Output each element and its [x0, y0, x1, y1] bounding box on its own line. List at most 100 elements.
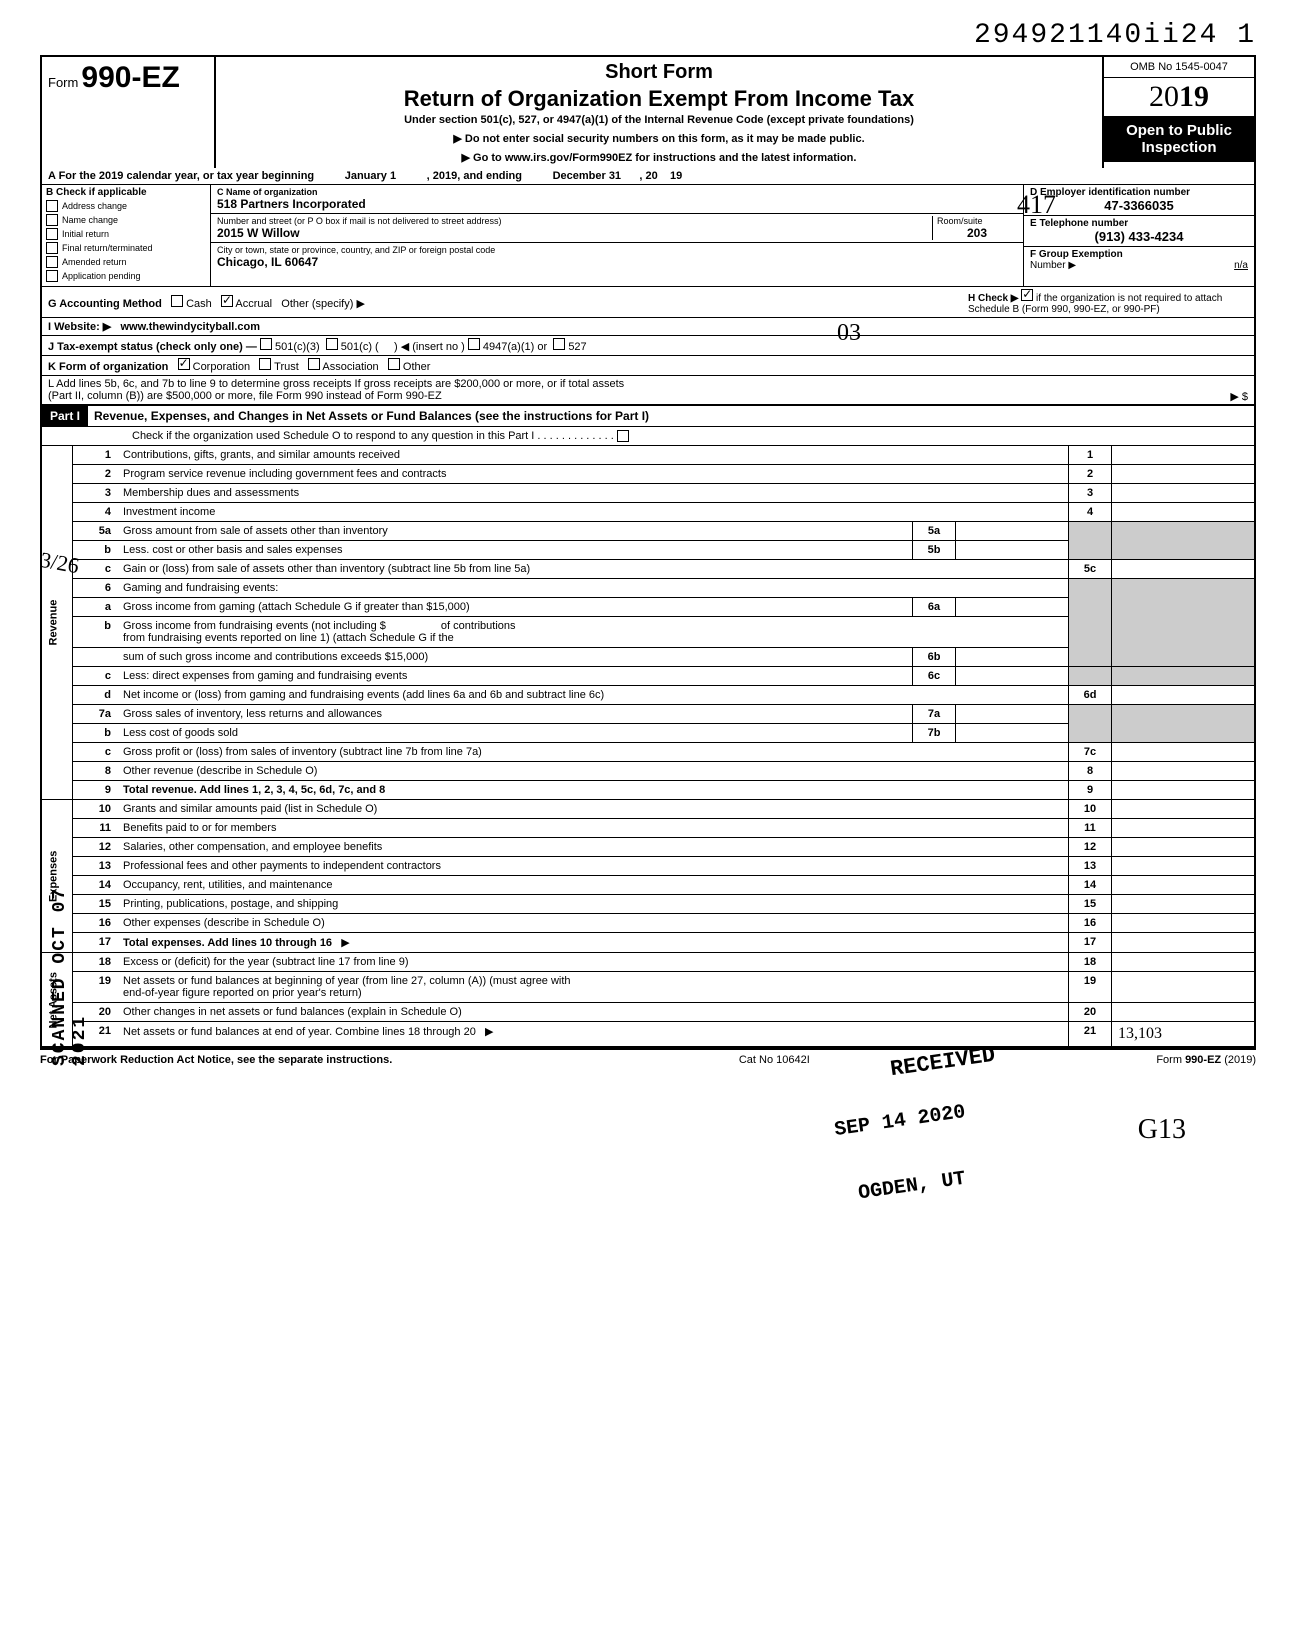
box-v-8[interactable] — [1112, 762, 1256, 781]
b-header: B Check if applicable — [46, 187, 206, 198]
box-n-14: 14 — [1069, 876, 1112, 895]
cb-corp[interactable] — [178, 358, 190, 370]
desc-6a: Gross income from gaming (attach Schedul… — [123, 601, 470, 613]
cb-pending[interactable] — [46, 270, 58, 282]
box-v-20[interactable] — [1112, 1003, 1256, 1022]
line-a-yy: 19 — [670, 170, 682, 182]
box-v-1[interactable] — [1112, 446, 1256, 465]
j-501c: 501(c) ( — [341, 341, 379, 353]
k-label: K Form of organization — [48, 361, 168, 373]
footer-mid: Cat No 10642I — [739, 1054, 810, 1066]
cb-cash[interactable] — [171, 295, 183, 307]
f-label: F Group Exemption — [1030, 249, 1123, 260]
open-l1: Open to Public — [1106, 122, 1252, 139]
box-v-13[interactable] — [1112, 857, 1256, 876]
box-v-2[interactable] — [1112, 465, 1256, 484]
box-v-12[interactable] — [1112, 838, 1256, 857]
box-v-10[interactable] — [1112, 800, 1256, 819]
desc-12: Salaries, other compensation, and employ… — [123, 841, 382, 853]
cb-501c3[interactable] — [260, 338, 272, 350]
desc-14: Occupancy, rent, utilities, and maintena… — [123, 879, 333, 891]
cb-accrual[interactable] — [221, 295, 233, 307]
cb-final[interactable] — [46, 242, 58, 254]
b-item-4: Amended return — [62, 257, 127, 267]
desc-5c: Gain or (loss) from sale of assets other… — [123, 563, 530, 575]
cb-4947[interactable] — [468, 338, 480, 350]
cb-assoc[interactable] — [308, 358, 320, 370]
box-n-5c: 5c — [1069, 560, 1112, 579]
box-v-4[interactable] — [1112, 503, 1256, 522]
note-goto: ▶ Go to www.irs.gov/Form990EZ for instru… — [224, 151, 1094, 164]
cb-part1-scho[interactable] — [617, 430, 629, 442]
num-8: 8 — [73, 762, 118, 781]
box-n-17: 17 — [1069, 933, 1112, 953]
form-number: 990-EZ — [81, 61, 179, 94]
desc-16: Other expenses (describe in Schedule O) — [123, 917, 325, 929]
box-v-19[interactable] — [1112, 972, 1256, 1003]
cb-address[interactable] — [46, 200, 58, 212]
mini-v-5a[interactable] — [956, 522, 1069, 541]
cb-name[interactable] — [46, 214, 58, 226]
c-city: Chicago, IL 60647 — [217, 255, 1017, 269]
stamp-scanned: SCANNED OCT 07 2021 — [50, 880, 90, 1066]
box-v-7c[interactable] — [1112, 743, 1256, 762]
desc-4: Investment income — [123, 506, 215, 518]
desc-13: Professional fees and other payments to … — [123, 860, 441, 872]
box-v-14[interactable] — [1112, 876, 1256, 895]
mini-v-6a[interactable] — [956, 598, 1069, 617]
handwrite-03: 03 — [837, 320, 861, 347]
box-shaded-6c — [1069, 667, 1112, 686]
box-v-shaded-7 — [1112, 705, 1256, 743]
tax-year: 2019 — [1104, 78, 1254, 116]
col-b: B Check if applicable Address change Nam… — [42, 185, 211, 286]
box-v-9[interactable] — [1112, 781, 1256, 800]
mini-n-5b: 5b — [913, 541, 956, 560]
num-6b: b — [73, 617, 118, 648]
box-v-21[interactable]: 13,103 — [1112, 1022, 1256, 1048]
box-v-16[interactable] — [1112, 914, 1256, 933]
desc-6b-mid: of contributions — [441, 620, 516, 632]
desc-2: Program service revenue including govern… — [123, 468, 446, 480]
cb-amended[interactable] — [46, 256, 58, 268]
mini-v-5b[interactable] — [956, 541, 1069, 560]
desc-10: Grants and similar amounts paid (list in… — [123, 803, 377, 815]
cb-h[interactable] — [1021, 289, 1033, 301]
box-shaded-6 — [1069, 579, 1112, 667]
cb-initial[interactable] — [46, 228, 58, 240]
box-v-17[interactable] — [1112, 933, 1256, 953]
c-street-label: Number and street (or P O box if mail is… — [217, 216, 932, 226]
box-v-3[interactable] — [1112, 484, 1256, 503]
k-corp: Corporation — [193, 361, 250, 373]
box-v-11[interactable] — [1112, 819, 1256, 838]
box-v-5c[interactable] — [1112, 560, 1256, 579]
box-n-8: 8 — [1069, 762, 1112, 781]
desc-6c: Less: direct expenses from gaming and fu… — [123, 670, 407, 682]
desc-19b: end-of-year figure reported on prior yea… — [123, 987, 362, 999]
desc-6: Gaming and fundraising events: — [123, 582, 278, 594]
d-label: D Employer identification number — [1030, 187, 1248, 198]
cb-527[interactable] — [553, 338, 565, 350]
box-n-1: 1 — [1069, 446, 1112, 465]
mini-v-6b[interactable] — [956, 648, 1069, 667]
box-v-15[interactable] — [1112, 895, 1256, 914]
mini-v-7b[interactable] — [956, 724, 1069, 743]
e-label: E Telephone number — [1030, 218, 1248, 229]
room: 203 — [937, 226, 1017, 240]
desc-7a: Gross sales of inventory, less returns a… — [123, 708, 382, 720]
j-501c3: 501(c)(3) — [275, 341, 320, 353]
mini-v-7a[interactable] — [956, 705, 1069, 724]
num-3: 3 — [73, 484, 118, 503]
cb-other[interactable] — [388, 358, 400, 370]
desc-17: Total expenses. Add lines 10 through 16 — [123, 937, 332, 949]
box-v-18[interactable] — [1112, 953, 1256, 972]
num-7b: b — [73, 724, 118, 743]
mini-v-6c[interactable] — [956, 667, 1069, 686]
desc-11: Benefits paid to or for members — [123, 822, 276, 834]
info-grid: B Check if applicable Address change Nam… — [40, 185, 1256, 287]
box-v-shaded-5 — [1112, 522, 1256, 560]
desc-15: Printing, publications, postage, and shi… — [123, 898, 338, 910]
cb-501c[interactable] — [326, 338, 338, 350]
cb-trust[interactable] — [259, 358, 271, 370]
box-v-6d[interactable] — [1112, 686, 1256, 705]
desc-19a: Net assets or fund balances at beginning… — [123, 975, 571, 987]
